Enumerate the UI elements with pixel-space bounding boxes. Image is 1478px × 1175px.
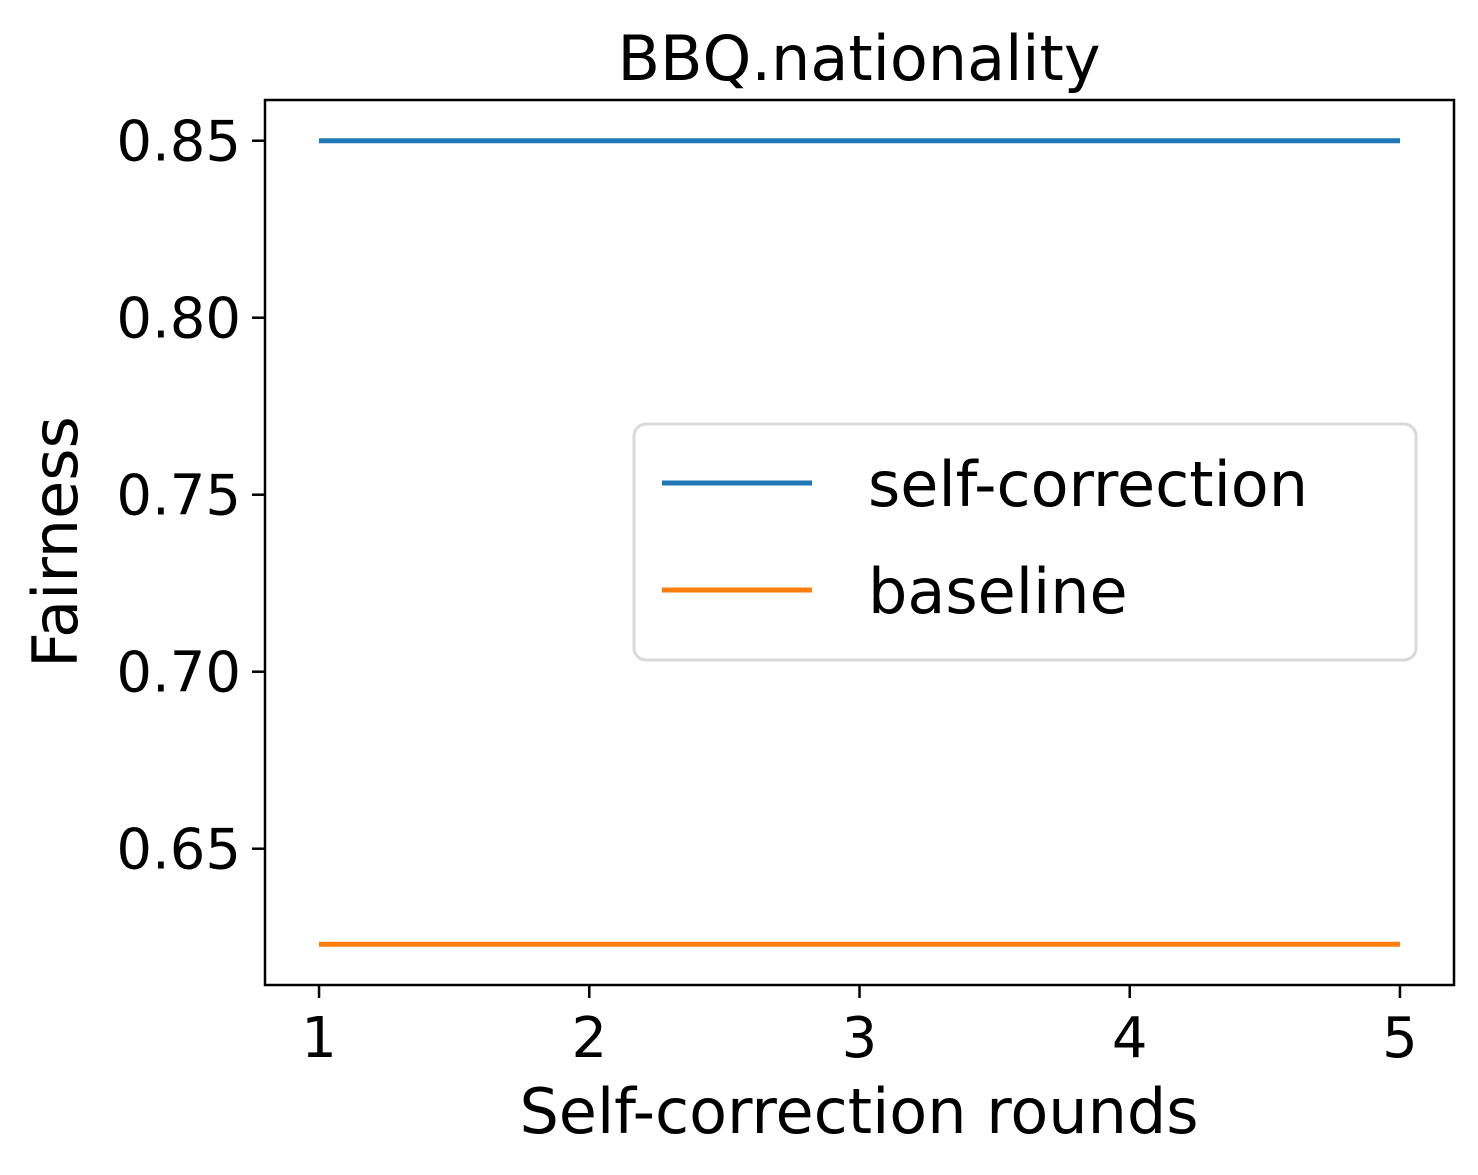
chart-title: BBQ.nationality [617, 22, 1100, 95]
y-tick-label: 0.65 [116, 818, 241, 883]
x-tick-label: 3 [842, 1006, 878, 1071]
x-axis-title: Self-correction rounds [519, 1075, 1198, 1148]
y-tick-label: 0.75 [116, 464, 241, 529]
legend: self-correction baseline [632, 422, 1418, 662]
x-tick-label: 5 [1382, 1006, 1418, 1071]
legend-label-self-correction: self-correction [868, 448, 1308, 521]
x-tick-label: 1 [301, 1006, 337, 1071]
x-tick-label: 4 [1112, 1006, 1148, 1071]
x-axis-ticks: 1 2 3 4 5 [301, 985, 1418, 1071]
y-axis-title: Fairness [19, 416, 92, 668]
y-tick-label: 0.80 [116, 287, 241, 352]
legend-label-baseline: baseline [868, 555, 1128, 628]
y-tick-label: 0.85 [116, 110, 241, 175]
series-layer [319, 138, 1400, 947]
legend-frame [632, 422, 1418, 662]
y-axis-ticks: 0.65 0.70 0.75 0.80 0.85 [116, 110, 265, 883]
y-tick-label: 0.70 [116, 641, 241, 706]
x-tick-label: 2 [571, 1006, 607, 1071]
